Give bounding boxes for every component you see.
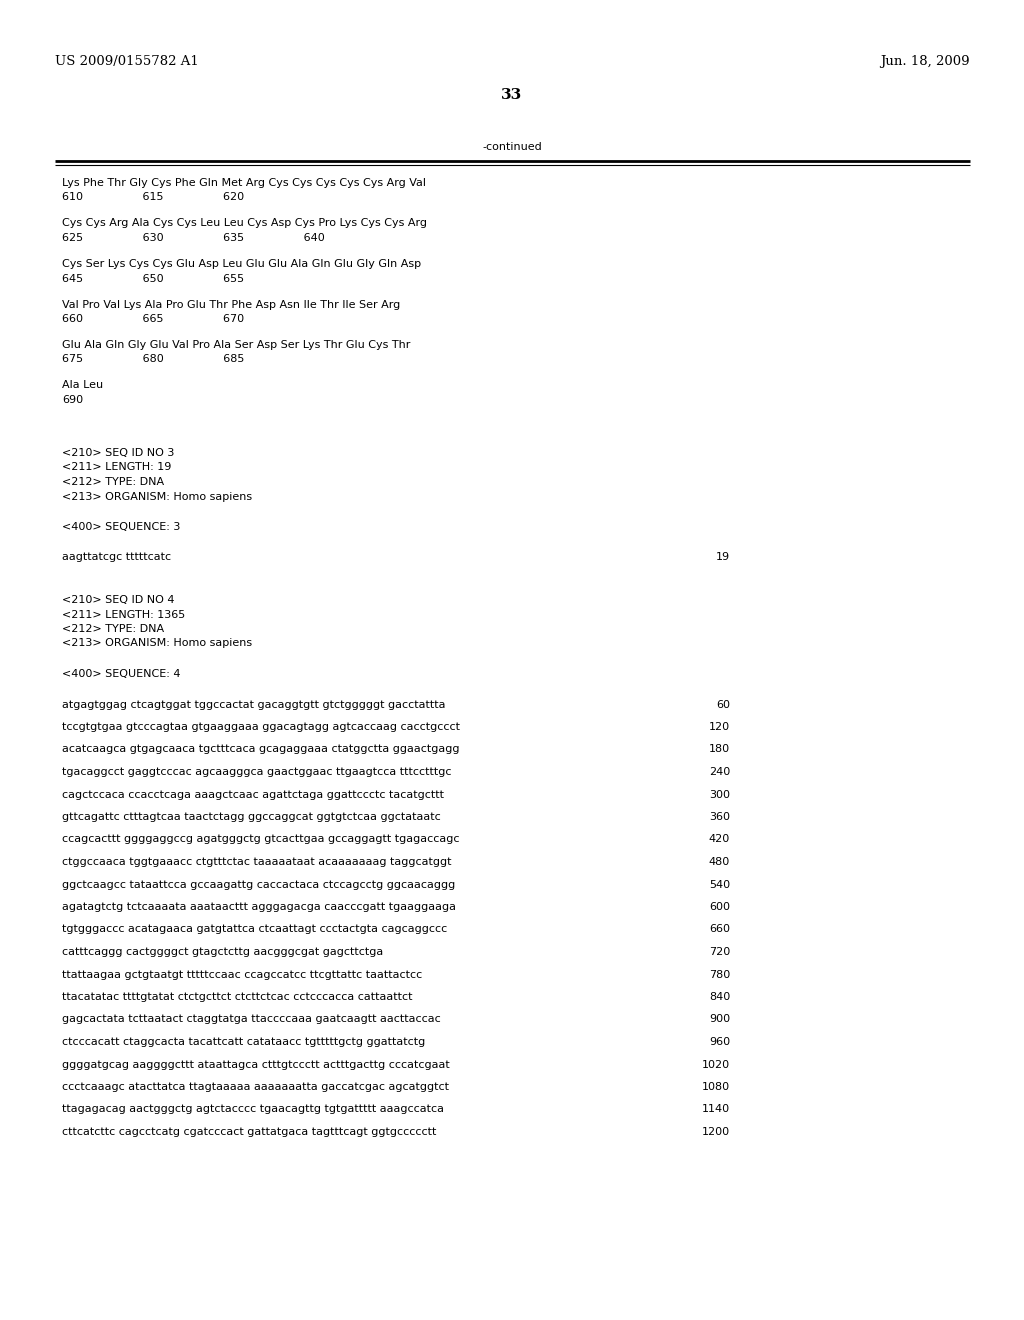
Text: ctcccacatt ctaggcacta tacattcatt catataacc tgtttttgctg ggattatctg: ctcccacatt ctaggcacta tacattcatt catataa… [62,1038,425,1047]
Text: <212> TYPE: DNA: <212> TYPE: DNA [62,624,164,634]
Text: <211> LENGTH: 1365: <211> LENGTH: 1365 [62,610,185,619]
Text: ttacatatac ttttgtatat ctctgcttct ctcttctcac cctcccacca cattaattct: ttacatatac ttttgtatat ctctgcttct ctcttct… [62,993,413,1002]
Text: 1080: 1080 [701,1082,730,1092]
Text: 780: 780 [709,969,730,979]
Text: agatagtctg tctcaaaata aaataacttt agggagacga caacccgatt tgaaggaaga: agatagtctg tctcaaaata aaataacttt agggaga… [62,902,456,912]
Text: Cys Ser Lys Cys Cys Glu Asp Leu Glu Glu Ala Gln Glu Gly Gln Asp: Cys Ser Lys Cys Cys Glu Asp Leu Glu Glu … [62,259,421,269]
Text: cagctccaca ccacctcaga aaagctcaac agattctaga ggattccctc tacatgcttt: cagctccaca ccacctcaga aaagctcaac agattct… [62,789,444,800]
Text: gttcagattc ctttagtcaa taactctagg ggccaggcat ggtgtctcaa ggctataatc: gttcagattc ctttagtcaa taactctagg ggccagg… [62,812,440,822]
Text: -continued: -continued [482,143,542,152]
Text: 180: 180 [709,744,730,755]
Text: ggctcaagcc tataattcca gccaagattg caccactaca ctccagcctg ggcaacaggg: ggctcaagcc tataattcca gccaagattg caccact… [62,879,456,890]
Text: 600: 600 [709,902,730,912]
Text: gagcactata tcttaatact ctaggtatga ttaccccaaa gaatcaagtt aacttaccac: gagcactata tcttaatact ctaggtatga ttacccc… [62,1015,440,1024]
Text: 120: 120 [709,722,730,733]
Text: 690: 690 [62,395,83,405]
Text: tgacaggcct gaggtcccac agcaagggca gaactggaac ttgaagtcca tttcctttgc: tgacaggcct gaggtcccac agcaagggca gaactgg… [62,767,452,777]
Text: <211> LENGTH: 19: <211> LENGTH: 19 [62,462,171,473]
Text: aagttatcgc tttttcatc: aagttatcgc tttttcatc [62,553,171,562]
Text: 1020: 1020 [701,1060,730,1069]
Text: ggggatgcag aaggggcttt ataattagca ctttgtccctt actttgacttg cccatcgaat: ggggatgcag aaggggcttt ataattagca ctttgtc… [62,1060,450,1069]
Text: 625                 630                 635                 640: 625 630 635 640 [62,234,325,243]
Text: 420: 420 [709,834,730,845]
Text: 720: 720 [709,946,730,957]
Text: ccagcacttt ggggaggccg agatgggctg gtcacttgaa gccaggagtt tgagaccagc: ccagcacttt ggggaggccg agatgggctg gtcactt… [62,834,460,845]
Text: 1140: 1140 [701,1105,730,1114]
Text: 960: 960 [709,1038,730,1047]
Text: <210> SEQ ID NO 3: <210> SEQ ID NO 3 [62,447,174,458]
Text: Ala Leu: Ala Leu [62,380,103,391]
Text: 540: 540 [709,879,730,890]
Text: 1200: 1200 [701,1127,730,1137]
Text: Glu Ala Gln Gly Glu Val Pro Ala Ser Asp Ser Lys Thr Glu Cys Thr: Glu Ala Gln Gly Glu Val Pro Ala Ser Asp … [62,341,411,350]
Text: catttcaggg cactggggct gtagctcttg aacgggcgat gagcttctga: catttcaggg cactggggct gtagctcttg aacgggc… [62,946,383,957]
Text: ttattaagaa gctgtaatgt tttttccaac ccagccatcc ttcgttattc taattactcc: ttattaagaa gctgtaatgt tttttccaac ccagcca… [62,969,422,979]
Text: 360: 360 [709,812,730,822]
Text: 19: 19 [716,553,730,562]
Text: 300: 300 [709,789,730,800]
Text: US 2009/0155782 A1: US 2009/0155782 A1 [55,55,199,69]
Text: 660                 665                 670: 660 665 670 [62,314,244,323]
Text: Cys Cys Arg Ala Cys Cys Leu Leu Cys Asp Cys Pro Lys Cys Cys Arg: Cys Cys Arg Ala Cys Cys Leu Leu Cys Asp … [62,219,427,228]
Text: <212> TYPE: DNA: <212> TYPE: DNA [62,477,164,487]
Text: <213> ORGANISM: Homo sapiens: <213> ORGANISM: Homo sapiens [62,491,252,502]
Text: 645                 650                 655: 645 650 655 [62,273,244,284]
Text: 610                 615                 620: 610 615 620 [62,193,244,202]
Text: tgtgggaccc acatagaaca gatgtattca ctcaattagt ccctactgta cagcaggccc: tgtgggaccc acatagaaca gatgtattca ctcaatt… [62,924,447,935]
Text: <400> SEQUENCE: 4: <400> SEQUENCE: 4 [62,669,180,678]
Text: 60: 60 [716,700,730,710]
Text: 33: 33 [502,88,522,102]
Text: Lys Phe Thr Gly Cys Phe Gln Met Arg Cys Cys Cys Cys Cys Arg Val: Lys Phe Thr Gly Cys Phe Gln Met Arg Cys … [62,178,426,187]
Text: ttagagacag aactgggctg agtctacccc tgaacagttg tgtgattttt aaagccatca: ttagagacag aactgggctg agtctacccc tgaacag… [62,1105,444,1114]
Text: <400> SEQUENCE: 3: <400> SEQUENCE: 3 [62,521,180,532]
Text: ccctcaaagc atacttatca ttagtaaaaa aaaaaaatta gaccatcgac agcatggtct: ccctcaaagc atacttatca ttagtaaaaa aaaaaaa… [62,1082,449,1092]
Text: atgagtggag ctcagtggat tggccactat gacaggtgtt gtctgggggt gacctattta: atgagtggag ctcagtggat tggccactat gacaggt… [62,700,445,710]
Text: tccgtgtgaa gtcccagtaa gtgaaggaaa ggacagtagg agtcaccaag cacctgccct: tccgtgtgaa gtcccagtaa gtgaaggaaa ggacagt… [62,722,460,733]
Text: 840: 840 [709,993,730,1002]
Text: cttcatcttc cagcctcatg cgatcccact gattatgaca tagtttcagt ggtgccccctt: cttcatcttc cagcctcatg cgatcccact gattatg… [62,1127,436,1137]
Text: Jun. 18, 2009: Jun. 18, 2009 [881,55,970,69]
Text: 240: 240 [709,767,730,777]
Text: 660: 660 [709,924,730,935]
Text: acatcaagca gtgagcaaca tgctttcaca gcagaggaaa ctatggctta ggaactgagg: acatcaagca gtgagcaaca tgctttcaca gcagagg… [62,744,460,755]
Text: 480: 480 [709,857,730,867]
Text: 675                 680                 685: 675 680 685 [62,355,245,364]
Text: 900: 900 [709,1015,730,1024]
Text: <210> SEQ ID NO 4: <210> SEQ ID NO 4 [62,595,174,605]
Text: Val Pro Val Lys Ala Pro Glu Thr Phe Asp Asn Ile Thr Ile Ser Arg: Val Pro Val Lys Ala Pro Glu Thr Phe Asp … [62,300,400,309]
Text: <213> ORGANISM: Homo sapiens: <213> ORGANISM: Homo sapiens [62,639,252,648]
Text: ctggccaaca tggtgaaacc ctgtttctac taaaaataat acaaaaaaag taggcatggt: ctggccaaca tggtgaaacc ctgtttctac taaaaat… [62,857,452,867]
